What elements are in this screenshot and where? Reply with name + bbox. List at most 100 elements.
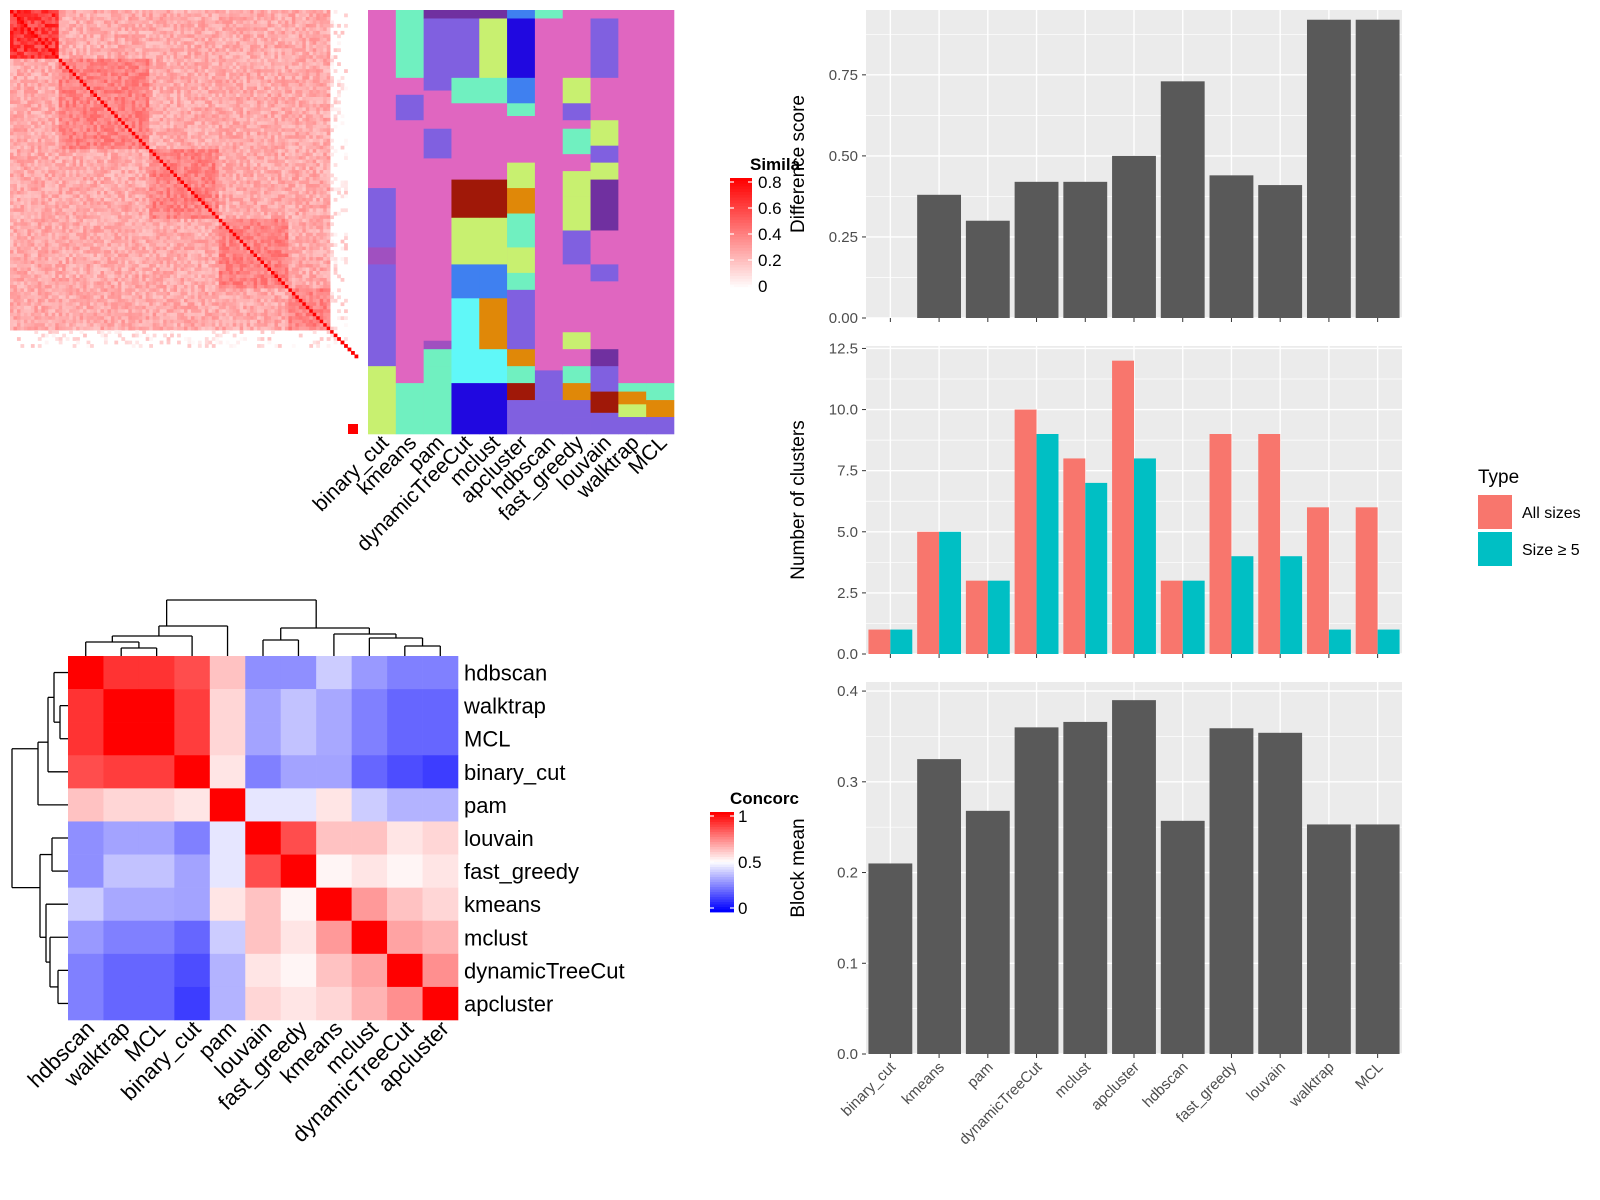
similarity-cell bbox=[83, 194, 87, 199]
similarity-cell bbox=[232, 142, 237, 147]
similarity-cell bbox=[323, 152, 327, 157]
similarity-cell bbox=[69, 142, 73, 147]
similarity-cell bbox=[243, 90, 247, 94]
similarity-cell bbox=[156, 194, 160, 199]
similarity-cell bbox=[170, 114, 174, 119]
similarity-cell bbox=[34, 27, 39, 32]
similarity-cell bbox=[27, 86, 32, 91]
similarity-cell bbox=[86, 149, 91, 153]
similarity-cell bbox=[330, 107, 334, 112]
similarity-cell bbox=[51, 180, 56, 185]
similarity-cell bbox=[107, 107, 112, 112]
similarity-cell bbox=[124, 93, 129, 98]
similarity-cell bbox=[166, 156, 171, 160]
similarity-cell bbox=[16, 117, 21, 122]
similarity-cell bbox=[288, 10, 293, 14]
similarity-cell bbox=[319, 34, 324, 39]
similarity-cell bbox=[65, 69, 70, 73]
similarity-cell bbox=[72, 100, 77, 105]
similarity-cell bbox=[201, 58, 206, 63]
similarity-cell bbox=[274, 90, 279, 94]
similarity-cell bbox=[58, 131, 63, 136]
similarity-cell bbox=[58, 166, 63, 171]
similarity-cell bbox=[264, 184, 268, 188]
similarity-cell bbox=[90, 16, 94, 21]
similarity-cell bbox=[128, 138, 133, 143]
similarity-cell bbox=[20, 16, 25, 21]
similarity-cell bbox=[197, 124, 202, 129]
similarity-cell bbox=[156, 170, 160, 174]
similarity-cell bbox=[323, 128, 327, 133]
similarity-cell bbox=[34, 51, 39, 56]
similarity-cell bbox=[83, 62, 87, 66]
similarity-cell bbox=[37, 65, 42, 70]
similarity-cell bbox=[204, 180, 209, 185]
similarity-cell bbox=[197, 97, 202, 101]
similarity-cell bbox=[257, 110, 261, 115]
similarity-cell bbox=[37, 187, 42, 192]
similarity-cell bbox=[23, 131, 28, 136]
similarity-cell bbox=[194, 16, 199, 21]
similarity-cell bbox=[142, 180, 147, 185]
similarity-cell bbox=[62, 128, 66, 133]
similarity-cell bbox=[76, 135, 80, 140]
similarity-cell bbox=[173, 170, 178, 174]
similarity-cell bbox=[197, 103, 202, 108]
similarity-cell bbox=[152, 100, 157, 105]
similarity-cell bbox=[27, 37, 32, 42]
similarity-cell bbox=[243, 114, 247, 119]
similarity-cell bbox=[114, 173, 119, 178]
similarity-cell bbox=[197, 27, 202, 32]
similarity-cell bbox=[236, 48, 240, 53]
similarity-cell bbox=[27, 79, 32, 84]
similarity-cell bbox=[135, 187, 140, 192]
similarity-cell bbox=[114, 166, 119, 171]
similarity-cell bbox=[323, 44, 327, 49]
similarity-cell bbox=[55, 107, 60, 112]
similarity-cell bbox=[27, 114, 32, 119]
similarity-cell bbox=[76, 159, 80, 164]
similarity-cell bbox=[229, 23, 234, 28]
similarity-cell bbox=[246, 79, 251, 84]
similarity-cell bbox=[260, 65, 265, 70]
similarity-cell bbox=[257, 145, 261, 150]
similarity-cell bbox=[41, 79, 46, 84]
similarity-cell bbox=[135, 194, 140, 199]
similarity-cell bbox=[257, 190, 261, 195]
similarity-cell bbox=[264, 103, 268, 108]
similarity-cell bbox=[10, 128, 14, 133]
similarity-cell bbox=[170, 10, 174, 14]
similarity-cell bbox=[323, 110, 327, 115]
similarity-cell bbox=[291, 184, 296, 188]
similarity-cell bbox=[121, 170, 126, 174]
similarity-cell bbox=[232, 121, 237, 126]
similarity-cell bbox=[232, 58, 237, 63]
similarity-cell bbox=[326, 16, 331, 21]
similarity-cell bbox=[62, 145, 66, 150]
similarity-cell bbox=[48, 23, 53, 28]
similarity-cell bbox=[190, 135, 195, 140]
similarity-cell bbox=[267, 13, 272, 18]
similarity-cell bbox=[135, 135, 140, 140]
similarity-cell bbox=[284, 163, 289, 167]
similarity-cell bbox=[222, 97, 227, 101]
similarity-cell bbox=[180, 72, 185, 77]
similarity-cell bbox=[288, 107, 293, 112]
similarity-cell bbox=[170, 69, 174, 73]
similarity-cell bbox=[83, 13, 87, 18]
similarity-cell bbox=[260, 23, 265, 28]
similarity-cell bbox=[34, 107, 39, 112]
similarity-cell bbox=[184, 37, 188, 42]
similarity-cell bbox=[100, 159, 105, 164]
similarity-cell bbox=[16, 177, 21, 181]
similarity-cell bbox=[222, 156, 227, 160]
similarity-cell bbox=[114, 152, 119, 157]
similarity-cell bbox=[152, 152, 157, 157]
similarity-cell bbox=[288, 90, 293, 94]
similarity-cell bbox=[58, 90, 63, 94]
similarity-cell bbox=[163, 86, 167, 91]
similarity-cell bbox=[131, 149, 136, 153]
similarity-cell bbox=[229, 44, 234, 49]
similarity-cell bbox=[103, 97, 108, 101]
similarity-cell bbox=[48, 48, 53, 53]
